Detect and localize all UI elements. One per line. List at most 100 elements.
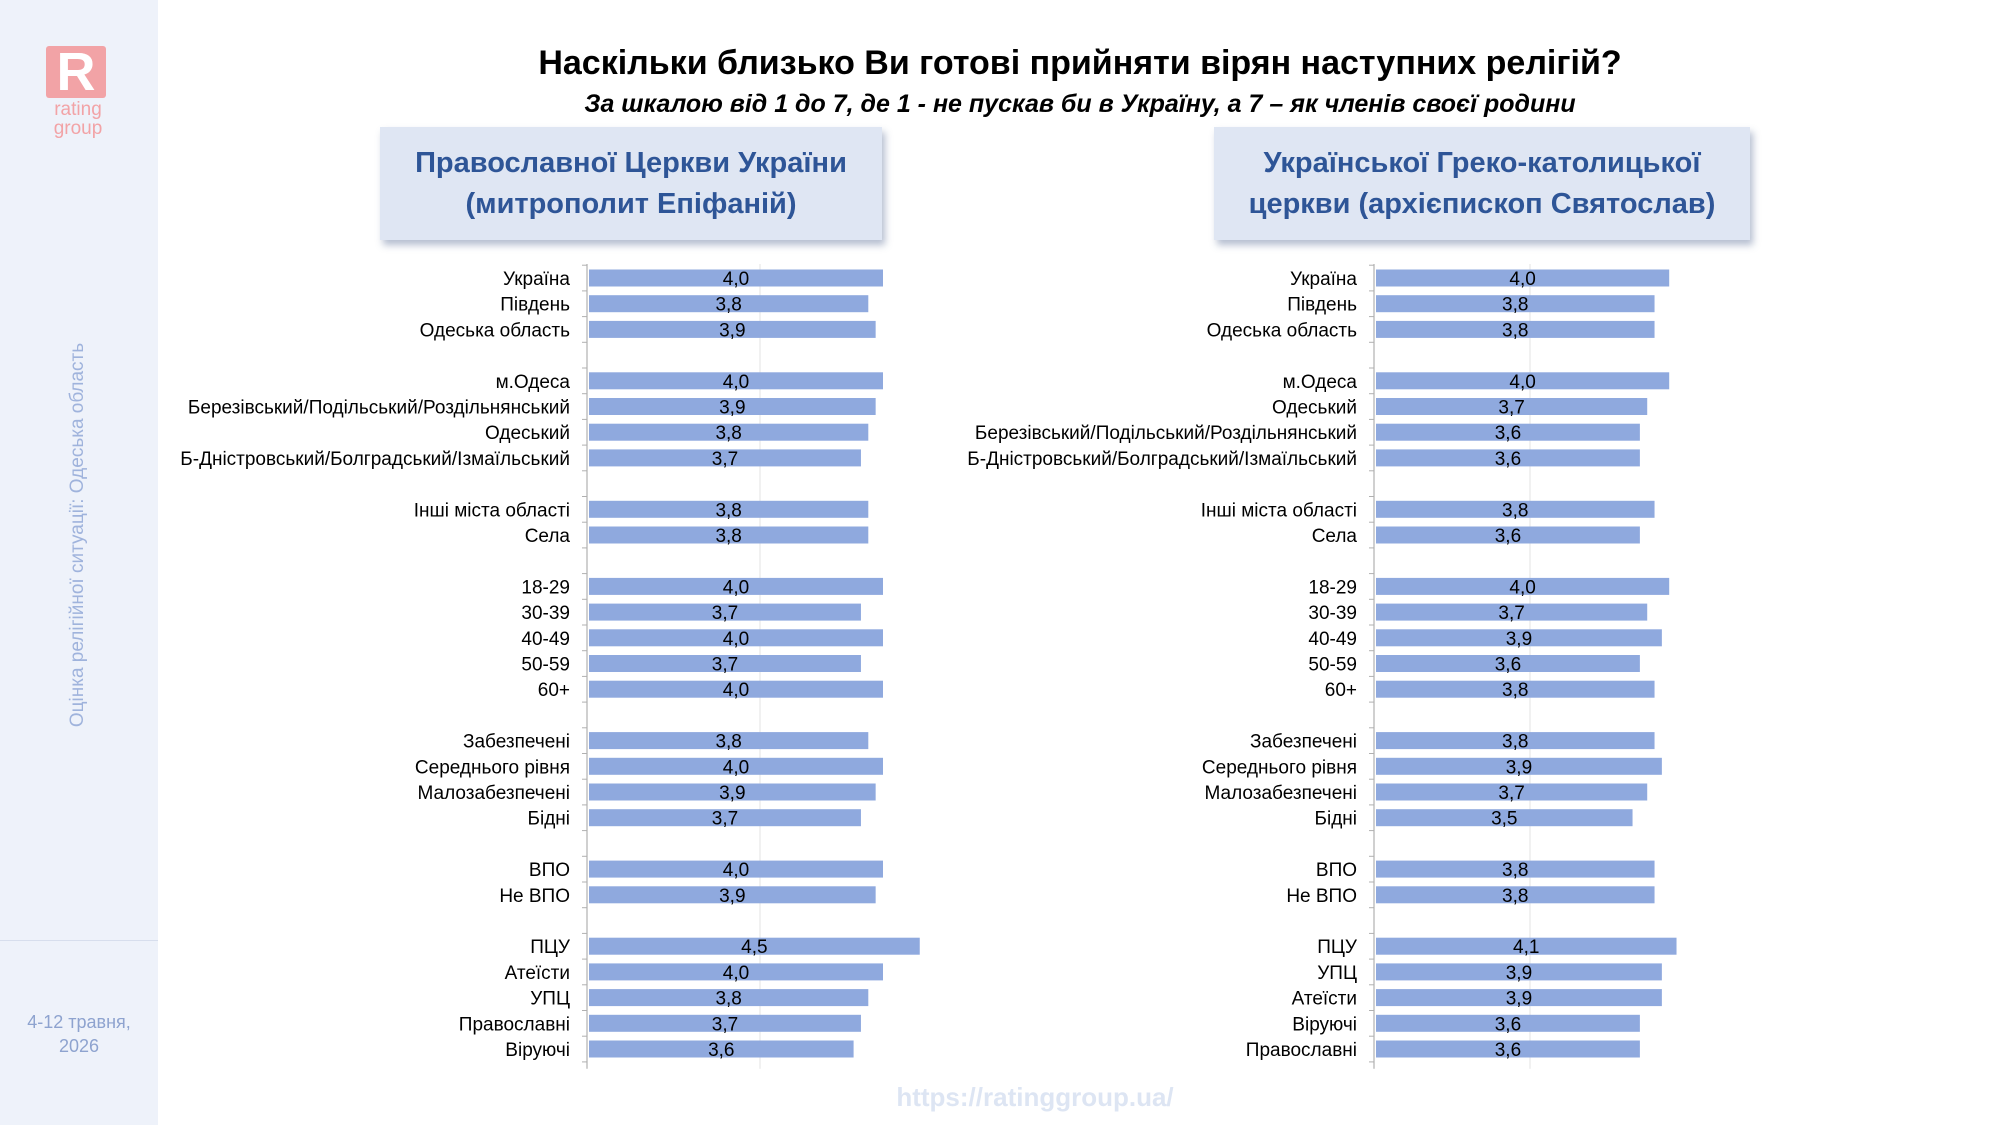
- data-label: 3,7: [712, 1014, 738, 1035]
- category-label: УПЦ: [530, 989, 570, 1010]
- category-label: ПЦУ: [530, 937, 571, 958]
- bar: [589, 732, 869, 750]
- data-label: 3,8: [1502, 295, 1528, 316]
- data-label: 3,9: [1506, 757, 1532, 778]
- category-label: 40-49: [521, 629, 570, 650]
- data-label: 4,0: [723, 860, 749, 881]
- bar: [589, 629, 883, 647]
- data-label: 3,9: [719, 320, 745, 341]
- page-title: Наскільки близько Ви готові прийняти вір…: [538, 44, 1622, 82]
- page-subtitle: За шкалою від 1 до 7, де 1 - не пускав б…: [584, 90, 1576, 118]
- bar: [1376, 937, 1677, 955]
- category-label: ПЦУ: [1317, 937, 1358, 958]
- category-label: УПЦ: [1317, 963, 1357, 984]
- bar: [1376, 809, 1633, 827]
- data-label: 3,8: [715, 732, 741, 753]
- bar: [589, 680, 883, 698]
- data-label: 4,0: [723, 629, 749, 650]
- category-label: 30-39: [1308, 603, 1357, 624]
- data-label: 4,0: [723, 963, 749, 984]
- category-label: ВПО: [1316, 860, 1357, 881]
- bar: [1376, 963, 1662, 981]
- data-label: 4,0: [723, 577, 749, 598]
- category-label: 50-59: [1308, 655, 1357, 676]
- logo-mark: R: [46, 45, 106, 99]
- category-label: Бідні: [528, 809, 571, 830]
- data-label: 3,8: [1502, 320, 1528, 341]
- chart-header-ocu-line2: (митрополит Епіфаній): [465, 187, 797, 220]
- bar: [1376, 757, 1662, 775]
- category-label: Україна: [503, 269, 570, 290]
- bar: [589, 526, 869, 544]
- bar: [589, 886, 876, 904]
- bar: [589, 809, 861, 827]
- chart-header-ugcc: Української Греко-католицької церкви (ар…: [1214, 127, 1750, 240]
- bar: [1376, 1040, 1640, 1058]
- data-label: 4,0: [723, 372, 749, 393]
- category-label: Віруючі: [505, 1040, 570, 1061]
- bar: [1376, 629, 1662, 647]
- category-label: Забезпечені: [463, 732, 570, 753]
- bar: [1376, 269, 1670, 287]
- bar: [1376, 886, 1655, 904]
- data-label: 3,6: [1495, 655, 1521, 676]
- chart-header-ocu: Православної Церкви України (митрополит …: [380, 127, 882, 240]
- bar: [589, 963, 883, 981]
- category-label: Березівський/Подільський/Роздільнянський: [975, 423, 1357, 444]
- data-label: 3,7: [1498, 398, 1524, 419]
- data-label: 4,0: [1509, 372, 1535, 393]
- data-label: 3,8: [715, 989, 741, 1010]
- footer-url[interactable]: https://ratinggroup.ua/: [896, 1082, 1174, 1112]
- category-label: 18-29: [521, 577, 570, 598]
- chart-ugcc: Україна 4,0 Південь 3,8 Одеська область 3,8 м.…: [967, 264, 1677, 1069]
- data-label: 3,8: [1502, 680, 1528, 701]
- bar: [1376, 732, 1655, 750]
- chart-header-ocu-line1: Православної Церкви України: [415, 146, 847, 179]
- category-label: Села: [1312, 526, 1358, 547]
- data-label: 4,1: [1513, 937, 1539, 958]
- data-label: 3,9: [719, 886, 745, 907]
- category-label: Не ВПО: [499, 886, 570, 907]
- data-label: 3,6: [708, 1040, 734, 1061]
- category-label: Україна: [1290, 269, 1357, 290]
- bar: [1376, 783, 1648, 801]
- logo-text-rating: rating: [54, 99, 102, 120]
- category-label: 30-39: [521, 603, 570, 624]
- bar: [1376, 372, 1670, 390]
- category-label: 18-29: [1308, 577, 1357, 598]
- data-label: 3,9: [1506, 629, 1532, 650]
- bar: [1376, 989, 1662, 1007]
- data-label: 4,0: [1509, 269, 1535, 290]
- data-label: 4,0: [1509, 577, 1535, 598]
- data-label: 3,9: [1506, 989, 1532, 1010]
- category-label: 60+: [1325, 680, 1357, 701]
- bar: [1376, 603, 1648, 621]
- category-label: 50-59: [521, 655, 570, 676]
- category-label: Одеський: [1272, 398, 1357, 419]
- data-label: 3,5: [1491, 809, 1517, 830]
- bar: [1376, 398, 1648, 415]
- bar: [589, 989, 869, 1007]
- category-label: Бідні: [1315, 809, 1358, 830]
- chart-ocu: Україна 4,0 Південь 3,8 Одеська область 3,9 м.…: [180, 264, 920, 1069]
- data-label: 3,8: [715, 526, 741, 547]
- logo-text-group: group: [53, 118, 103, 139]
- data-label: 3,8: [1502, 732, 1528, 753]
- data-label: 3,7: [712, 603, 738, 624]
- data-label: 3,9: [719, 783, 745, 804]
- bar: [1376, 655, 1640, 672]
- category-label: Південь: [1287, 295, 1357, 316]
- bar: [1376, 295, 1655, 313]
- bar: [1376, 577, 1670, 595]
- bar: [589, 423, 869, 441]
- category-label: Березівський/Подільський/Роздільнянський: [188, 398, 570, 419]
- category-label: Православні: [459, 1014, 570, 1035]
- bar: [589, 1014, 861, 1032]
- bar: [589, 860, 883, 878]
- category-label: Атеїсти: [505, 963, 570, 984]
- bar: [589, 320, 876, 338]
- category-label: Інші міста області: [414, 500, 570, 521]
- category-label: Середнього рівня: [1202, 757, 1357, 778]
- category-label: Атеїсти: [1292, 989, 1357, 1010]
- bar: [589, 1040, 854, 1058]
